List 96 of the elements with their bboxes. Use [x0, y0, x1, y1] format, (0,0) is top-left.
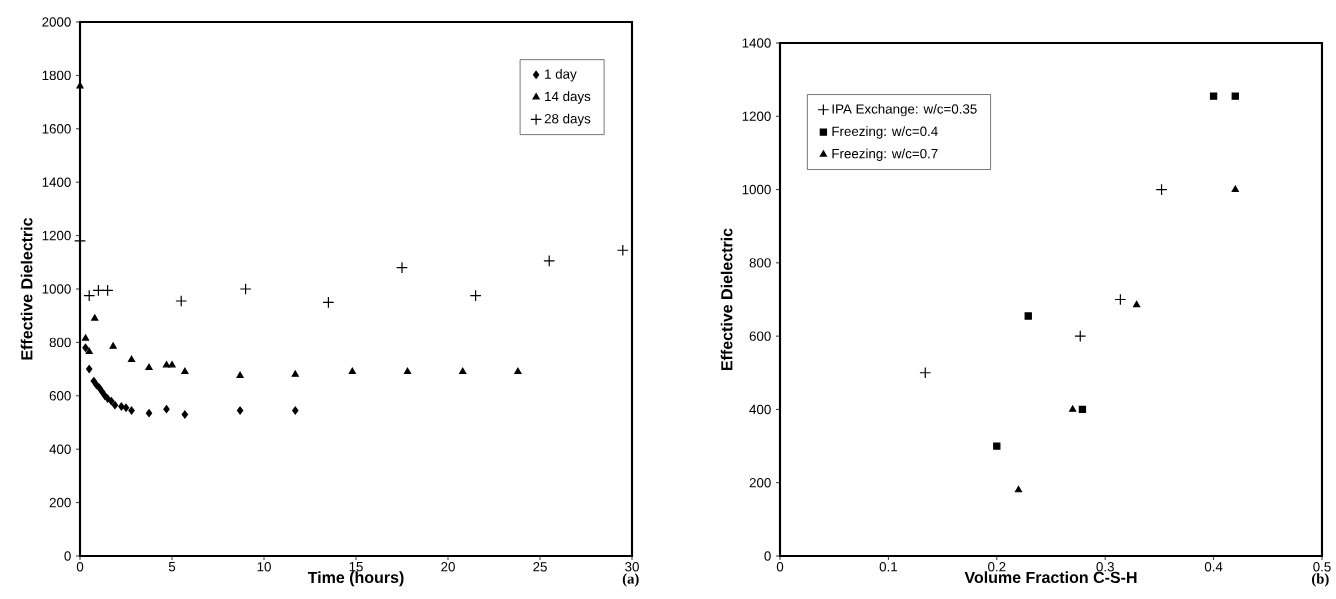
x-tick-label: 0 [776, 562, 784, 572]
y-tick-label: 2000 [42, 17, 71, 27]
y-tick-label: 1200 [742, 111, 771, 121]
text: (b) [1312, 573, 1329, 587]
point [168, 361, 176, 368]
point [91, 314, 99, 321]
point [236, 371, 244, 379]
point [1114, 293, 1127, 306]
point [1074, 330, 1087, 343]
point [181, 410, 189, 419]
point [292, 406, 299, 415]
point [1014, 485, 1023, 493]
point [1078, 405, 1087, 414]
point [514, 367, 522, 375]
y-tick-label: 1400 [42, 177, 71, 187]
point [163, 405, 170, 414]
point [145, 363, 153, 371]
point [175, 295, 188, 307]
y-axis-title: Effective Dielectric [720, 228, 733, 371]
y-tick-label: 600 [49, 391, 71, 401]
point [1155, 183, 1168, 196]
x-tick-label: 30 [625, 562, 639, 572]
point [108, 397, 115, 406]
y-tick-label: 800 [749, 258, 771, 268]
legend-label: Freezing: w/c=0.7 [832, 148, 938, 161]
point [86, 365, 93, 374]
point [118, 402, 125, 411]
point [109, 342, 117, 349]
point [919, 366, 932, 379]
point [76, 82, 84, 89]
y-tick-label: 1400 [742, 38, 771, 48]
point [236, 406, 244, 415]
y-tick-label: 1200 [42, 230, 71, 241]
y-tick-label: 1000 [42, 284, 71, 294]
legend-label: 1 day [545, 68, 577, 82]
text: (a) [622, 573, 639, 587]
point [1069, 405, 1077, 412]
x-axis-title: Volume Fraction C-S-H [964, 571, 1137, 584]
y-tick-label: 1000 [742, 184, 771, 195]
x-tick-label: 0.2 [988, 562, 1006, 572]
point [396, 261, 408, 274]
point [459, 367, 467, 375]
point [1231, 185, 1239, 192]
point [1024, 312, 1032, 320]
point [348, 367, 356, 375]
point [543, 255, 556, 267]
x-tick-label: 10 [257, 562, 271, 572]
point [81, 334, 90, 341]
point [403, 367, 412, 375]
x-tick-label: 15 [349, 562, 363, 572]
x-tick-label: 0.4 [1204, 562, 1223, 572]
y-tick-label: 400 [749, 404, 771, 415]
point [145, 409, 153, 418]
point [101, 284, 114, 297]
point [469, 289, 482, 302]
x-tick-label: 25 [533, 562, 547, 572]
point [162, 361, 171, 368]
point [127, 355, 136, 363]
point [291, 370, 299, 377]
point [181, 367, 189, 375]
y-tick-label: 0 [64, 551, 71, 561]
y-tick-label: 200 [749, 477, 771, 488]
legend-label: IPA Exchange: w/c=0.35 [832, 103, 977, 117]
x-tick-label: 20 [441, 562, 455, 572]
y-tick-label: 800 [49, 337, 71, 348]
x-axis-title: Time (hours) [307, 571, 404, 587]
point [1209, 92, 1218, 100]
legend-label: 14 days [545, 91, 591, 104]
x-tick-label: 0.5 [1313, 562, 1331, 572]
y-tick-label: 1600 [42, 124, 71, 134]
y-tick-label: 200 [49, 497, 71, 508]
point [239, 283, 252, 295]
point [1133, 300, 1141, 308]
x-tick-label: 0.3 [1096, 562, 1114, 572]
y-axis-title: Effective Dielectric [20, 217, 33, 360]
y-tick-label: 0 [764, 551, 771, 561]
point [98, 387, 106, 396]
x-tick-label: 0.1 [879, 562, 898, 572]
legend-label: 28 days [544, 113, 591, 127]
point [616, 244, 629, 257]
point [82, 343, 89, 352]
point [128, 406, 135, 415]
point [122, 403, 130, 412]
y-tick-label: 600 [749, 331, 771, 341]
point [1231, 92, 1239, 100]
x-tick-label: 5 [168, 562, 176, 572]
point [322, 296, 335, 309]
y-tick-label: 1800 [42, 70, 71, 81]
point [85, 347, 93, 355]
point [83, 289, 96, 302]
x-tick-label: 0 [76, 562, 84, 572]
y-tick-label: 400 [49, 444, 71, 454]
point [92, 284, 105, 297]
point [993, 442, 1001, 450]
point [111, 401, 119, 410]
legend-label: Freezing: w/c=0.4 [832, 126, 938, 139]
